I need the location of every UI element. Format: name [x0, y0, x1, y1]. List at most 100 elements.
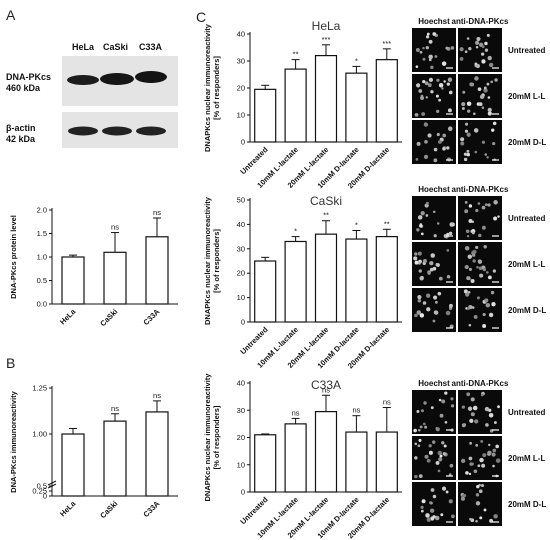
cell-nucleus	[429, 508, 435, 513]
cell-nucleus	[435, 427, 440, 432]
micrograph-column-header: anti-DNA-PKcs	[452, 379, 509, 388]
cell-nucleus	[463, 152, 467, 156]
y-tick-label: 20	[237, 433, 245, 442]
micrograph-grid-caski: Hoechst anti-DNA-PKcs Untreated 20mM L-L 20m…	[412, 185, 546, 332]
cell-nucleus	[443, 444, 447, 448]
cell-nucleus	[422, 258, 427, 264]
blot-actin-kda: 42 kDa	[6, 134, 36, 144]
cell-nucleus	[439, 413, 444, 418]
micrograph-tile	[458, 242, 502, 286]
cell-nucleus	[468, 267, 472, 271]
bar	[375, 431, 398, 493]
cell-nucleus	[434, 55, 438, 58]
cell-nucleus	[431, 440, 436, 444]
cell-nucleus	[433, 310, 438, 315]
bar	[103, 251, 127, 305]
cell-nucleus	[425, 45, 430, 50]
cell-nucleus	[482, 324, 487, 328]
significance-label: ns	[153, 391, 161, 400]
cell-nucleus	[418, 428, 421, 432]
cell-nucleus	[497, 405, 500, 409]
bar	[145, 411, 169, 497]
cell-nucleus	[482, 453, 487, 458]
cell-nucleus	[480, 394, 484, 397]
cell-nucleus	[428, 77, 434, 82]
cell-nucleus	[436, 109, 440, 114]
cell-nucleus	[475, 443, 479, 447]
y-tick-label: 10	[237, 293, 245, 302]
micrograph-column-header: Hoechst	[418, 17, 450, 26]
cell-nucleus	[465, 292, 470, 297]
cell-nucleus	[419, 50, 423, 54]
cell-nucleus	[423, 154, 429, 160]
cell-nucleus	[475, 493, 480, 497]
micrograph-column-header: anti-DNA-PKcs	[452, 185, 509, 194]
cell-nucleus	[426, 517, 432, 522]
cell-nucleus	[425, 96, 429, 99]
cell-nucleus	[436, 78, 440, 82]
cell-nucleus	[450, 397, 454, 401]
cell-nucleus	[484, 203, 488, 207]
cell-nucleus	[487, 96, 491, 99]
cell-nucleus	[436, 132, 440, 137]
cell-nucleus	[437, 450, 443, 456]
bar	[254, 260, 277, 323]
cell-nucleus	[470, 278, 475, 283]
cell-nucleus	[476, 36, 481, 42]
cell-nucleus	[424, 425, 428, 429]
cell-nucleus	[418, 269, 422, 273]
cell-nucleus	[493, 216, 498, 221]
cell-nucleus	[467, 290, 471, 294]
cell-nucleus	[470, 412, 475, 417]
cell-nucleus	[417, 295, 422, 300]
cell-nucleus	[432, 515, 436, 519]
y-tick-label: 0	[241, 488, 245, 497]
cell-nucleus	[462, 90, 466, 94]
cell-nucleus	[438, 98, 442, 102]
y-axis-label-line2: [% of responders]	[212, 405, 221, 469]
cell-nucleus	[488, 312, 494, 318]
cell-nucleus	[487, 450, 492, 455]
cell-nucleus	[438, 457, 443, 462]
cell-nucleus	[418, 438, 422, 442]
bar	[345, 431, 368, 493]
cell-nucleus	[440, 513, 444, 517]
cell-nucleus	[473, 315, 478, 319]
cell-nucleus	[430, 90, 434, 94]
cell-nucleus	[485, 302, 491, 308]
cell-nucleus	[470, 397, 475, 402]
western-blot: HeLa CaSki C33A DNA-PKcs 460 kDa β-actin…	[6, 42, 178, 148]
y-tick-label: 1.0	[37, 253, 47, 262]
cell-nucleus	[438, 276, 443, 281]
cell-nucleus	[423, 401, 427, 405]
cell-nucleus	[450, 46, 455, 50]
cell-nucleus	[425, 35, 430, 39]
cell-nucleus	[471, 253, 476, 257]
cell-nucleus	[414, 442, 418, 446]
cell-nucleus	[461, 102, 466, 107]
y-tick-label: 30	[237, 57, 245, 66]
y-axis-label-line1: DNAPKcs nuclear immunoreactivity	[203, 373, 212, 502]
y-tick-label: 40	[237, 30, 245, 39]
y-tick-label: 0.0	[37, 300, 47, 309]
cell-nucleus	[437, 469, 441, 473]
cell-nucleus	[493, 514, 498, 519]
cell-nucleus	[481, 463, 486, 468]
cell-nucleus	[461, 423, 466, 428]
cell-nucleus	[427, 271, 431, 275]
cell-nucleus	[421, 112, 426, 116]
panel-label-b: B	[6, 355, 15, 371]
cell-nucleus	[441, 441, 445, 445]
cell-nucleus	[416, 228, 420, 232]
cell-nucleus	[446, 274, 451, 279]
cell-nucleus	[475, 245, 479, 249]
cell-nucleus	[422, 46, 425, 50]
y-axis-label: DNAPKcs nuclear immunoreactivity[% of re…	[203, 23, 221, 152]
cell-nucleus	[471, 231, 475, 235]
cell-nucleus	[479, 457, 484, 463]
cell-nucleus	[464, 200, 468, 204]
cell-nucleus	[473, 112, 476, 116]
cell-nucleus	[418, 474, 423, 479]
cell-nucleus	[478, 266, 483, 271]
cell-nucleus	[468, 219, 473, 224]
